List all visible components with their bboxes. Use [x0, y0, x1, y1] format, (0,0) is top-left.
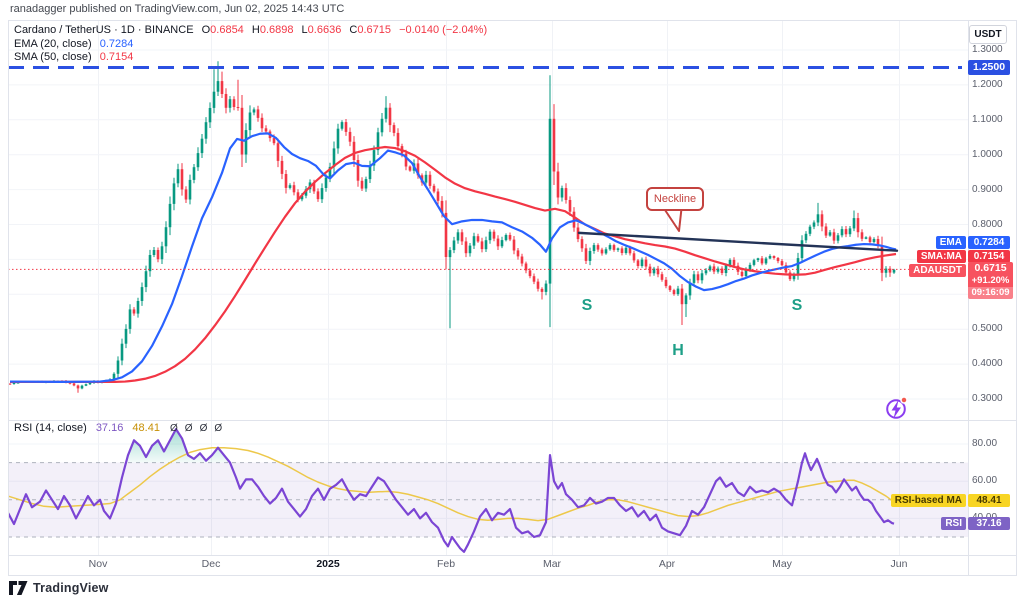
sma50-line	[10, 145, 897, 383]
ema-value: 0.7284	[99, 37, 134, 50]
left-shoulder-label[interactable]: S	[581, 297, 593, 314]
rsi-value-badge: 37.16	[968, 517, 1010, 530]
time-tick-label: Mar	[542, 558, 562, 570]
ema20-line	[9, 132, 897, 383]
ema-label[interactable]: EMA (20, close)	[14, 37, 92, 50]
neckline-trendline	[577, 231, 899, 252]
price-tick-label: 0.9000	[972, 183, 1003, 195]
high-value: 0.6898	[259, 24, 294, 36]
low-label: L	[301, 24, 308, 36]
credit-bar: ranadagger published on TradingView.com,…	[10, 3, 344, 15]
boost-icon[interactable]	[886, 396, 908, 419]
ema-name-badge: EMA	[935, 236, 966, 249]
open-value: 0.6854	[210, 24, 244, 36]
price-tick-label: 1.3000	[972, 44, 1003, 55]
price-tick-label: 1.0000	[972, 148, 1003, 160]
sma-label[interactable]: SMA (50, close)	[14, 51, 92, 63]
close-label: C	[349, 24, 358, 36]
rsi-null-marker-icon: Ø	[214, 423, 223, 434]
rsi-null-marker-icon: Ø	[184, 423, 193, 434]
rsi-tick-label: 80.00	[972, 438, 998, 449]
change-value: −0.0140 (−2.04%)	[399, 24, 488, 36]
last-price-value: 0.6715	[968, 262, 1013, 275]
tradingview-logo-text: TradingView	[33, 581, 109, 595]
rsi-null-marker-icon: Ø	[170, 423, 178, 434]
price-tick-label: 1.2000	[972, 78, 1003, 90]
tradingview-logo[interactable]: TradingView	[9, 581, 109, 595]
chart-legend: Cardano / TetherUS · 1D · BINANCE O0.685…	[14, 24, 487, 65]
price-tick-label: 1.1000	[972, 113, 1003, 125]
rsi-null-marker-icon: Ø	[199, 423, 208, 434]
time-tick-label: May	[772, 558, 792, 570]
legend-sma-row: SMA (50, close) 0.7154	[14, 51, 487, 65]
neckline-callout[interactable]: Neckline	[646, 187, 704, 211]
legend-ema-row: EMA (20, close) 0.7284	[14, 38, 487, 52]
rsi-name-badge: RSI	[941, 517, 966, 530]
neckline-callout-tail	[663, 207, 683, 232]
price-tick-label: 0.4000	[972, 358, 1003, 370]
rsi-ma-value: 48.41	[132, 422, 160, 434]
price-tick-label: 0.3000	[972, 393, 1003, 404]
rsi-value: 37.16	[95, 422, 124, 434]
credit-text: ranadagger published on TradingView.com,…	[10, 3, 345, 15]
time-axis[interactable]: Nov Dec 2025 Feb Mar Apr May Jun	[8, 556, 968, 575]
symbol-name-badge: ADAUSDT	[909, 264, 966, 277]
low-value: 0.6636	[307, 24, 342, 36]
sma-name-badge: SMA:MA	[916, 250, 966, 263]
last-price-badge: 0.6715 +91.20% 09:16:09	[968, 262, 1013, 299]
time-tick-label: Jun	[890, 558, 908, 570]
time-tick-label: Nov	[88, 558, 108, 570]
right-shoulder-label[interactable]: S	[791, 297, 803, 314]
price-tick-label: 0.8000	[972, 218, 1003, 230]
time-tick-label: Dec	[201, 558, 221, 570]
sma-value-badge: 0.7154	[968, 250, 1010, 263]
open-label: O	[201, 24, 211, 36]
head-label[interactable]: H	[672, 342, 684, 359]
currency-toggle-button[interactable]: USDT	[969, 25, 1007, 44]
candlestick-series	[9, 61, 896, 393]
time-tick-label: Feb	[436, 558, 456, 570]
price-tick-label: 0.5000	[972, 323, 1003, 335]
last-price-change: +91.20%	[968, 275, 1013, 287]
rsi-ma-value-badge: 48.41	[968, 494, 1010, 507]
ema-value-badge: 0.7284	[968, 236, 1010, 249]
rsi-label[interactable]: RSI (14, close)	[14, 422, 87, 434]
time-tick-label: Apr	[658, 558, 676, 570]
close-value: 0.6715	[357, 24, 391, 36]
bar-countdown: 09:16:09	[968, 287, 1013, 299]
high-label: H	[251, 24, 260, 36]
legend-symbol-row: Cardano / TetherUS · 1D · BINANCE O0.685…	[14, 24, 487, 38]
sma-value: 0.7154	[99, 51, 134, 63]
level-price-badge: 1.2500	[968, 60, 1010, 75]
rsi-tick-label: 60.00	[972, 475, 998, 487]
symbol-title[interactable]: Cardano / TetherUS · 1D · BINANCE	[14, 24, 194, 36]
time-tick-label: 2025	[316, 558, 340, 570]
rsi-ma-name-badge: RSI-based MA	[890, 494, 966, 507]
tradingview-logo-icon	[9, 581, 28, 595]
